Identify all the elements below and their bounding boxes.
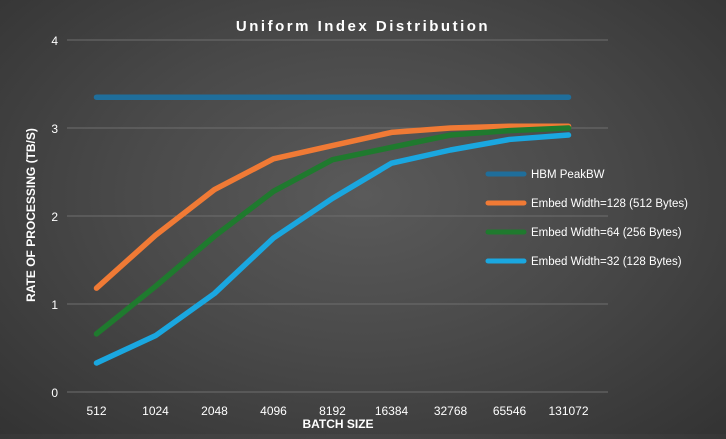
x-axis-tick-labels: 512 1024 2048 4096 8192 16384 32768 65546 131072 <box>86 404 588 418</box>
y-tick-label: 3 <box>51 122 58 136</box>
y-tick-label: 4 <box>51 34 58 48</box>
series-lines <box>93 94 572 366</box>
x-tick-label: 512 <box>86 404 106 418</box>
x-tick-label: 2048 <box>201 404 228 418</box>
y-axis-tick-labels: 0 1 2 3 4 <box>51 34 58 400</box>
series-line-1 <box>93 123 572 291</box>
y-tick-label: 0 <box>51 386 58 400</box>
legend-label: Embed Width=64 (256 Bytes) <box>531 227 682 239</box>
legend-label: HBM PeakBW <box>531 169 605 181</box>
y-tick-label: 1 <box>51 298 58 312</box>
x-axis-label: BATCH SIZE <box>302 417 373 431</box>
y-axis-label: RATE OF PROCESSING (TB/S) <box>24 128 38 302</box>
series-line-3 <box>93 132 572 366</box>
x-tick-label: 65546 <box>493 404 527 418</box>
legend: HBM PeakBW Embed Width=128 (512 Bytes) Emb… <box>485 169 688 268</box>
x-tick-label: 8192 <box>319 404 346 418</box>
x-tick-label: 4096 <box>260 404 287 418</box>
chart-title: Uniform Index Distribution <box>236 18 490 35</box>
legend-label: Embed Width=128 (512 Bytes) <box>531 198 688 210</box>
x-tick-label: 131072 <box>548 404 588 418</box>
x-tick-label: 32768 <box>434 404 468 418</box>
x-tick-label: 16384 <box>375 404 409 418</box>
y-tick-label: 2 <box>51 210 58 224</box>
x-tick-label: 1024 <box>142 404 169 418</box>
series-line-2 <box>93 125 572 337</box>
legend-label: Embed Width=32 (128 Bytes) <box>531 256 682 268</box>
